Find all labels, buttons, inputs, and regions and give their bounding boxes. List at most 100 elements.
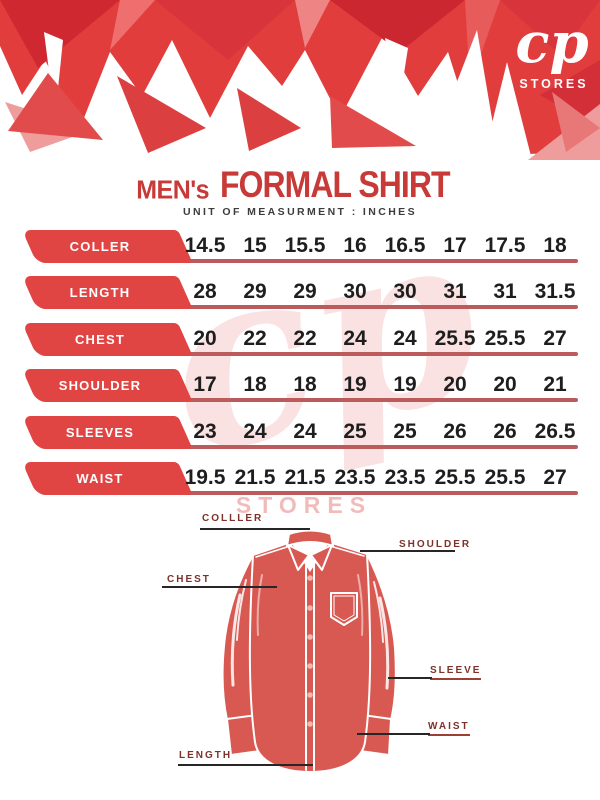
diagram-label-colller: COLLLER xyxy=(202,513,264,524)
row-divider xyxy=(150,305,578,309)
size-value: 15.5 xyxy=(284,234,326,257)
row-label-banner: SLEEVES xyxy=(22,416,193,449)
shirt-collar-band xyxy=(286,529,334,547)
size-value: 25.5 xyxy=(434,466,476,489)
row-divider xyxy=(150,491,578,495)
header-white-cuts xyxy=(44,30,532,160)
size-value: 25.5 xyxy=(484,327,526,350)
diagram-label-length: LENGTH xyxy=(179,750,233,761)
shirt-illustration xyxy=(221,529,397,773)
size-value: 31.5 xyxy=(534,280,576,303)
size-value: 21 xyxy=(543,373,567,396)
shirt-placket xyxy=(305,561,315,771)
size-value: 27 xyxy=(543,327,567,350)
size-value: 23.5 xyxy=(384,466,426,489)
header-facets xyxy=(0,0,600,130)
size-value: 24 xyxy=(343,327,367,350)
size-value: 24 xyxy=(243,420,267,443)
size-value: 20 xyxy=(193,327,217,350)
size-value: 30 xyxy=(343,280,367,303)
shirt-collar-left-flap xyxy=(287,544,310,571)
shirt-highlights xyxy=(230,574,390,690)
row-label: LENGTH xyxy=(69,285,131,300)
row-label-banner: CHEST xyxy=(22,323,193,356)
header-floating-triangles xyxy=(5,73,600,160)
size-value: 28 xyxy=(193,280,217,303)
pointer-line-chest xyxy=(162,586,277,588)
size-value: 31 xyxy=(443,280,467,303)
title-main: FORMAL SHIRT xyxy=(219,164,451,206)
size-value: 19 xyxy=(343,373,367,396)
pointer-line-shoulder xyxy=(360,550,455,552)
row-label-banner: COLLER xyxy=(22,230,193,263)
row-label: SHOULDER xyxy=(58,378,142,393)
size-value: 17.5 xyxy=(484,234,526,257)
unit-note: UNIT OF MEASURMENT : INCHES xyxy=(183,206,417,218)
row-label-banner: WAIST xyxy=(22,462,193,495)
diagram-label-waist: WAIST xyxy=(428,721,470,736)
size-value: 18 xyxy=(543,234,567,257)
size-value: 16.5 xyxy=(384,234,426,257)
header-band xyxy=(0,0,600,155)
table-row: SLEEVES 23 24 24 25 25 26 26 26.5 xyxy=(0,416,600,454)
size-value: 26 xyxy=(493,420,517,443)
row-values: 23 24 24 25 25 26 26 26.5 xyxy=(180,416,580,449)
size-value: 23.5 xyxy=(334,466,376,489)
row-label: WAIST xyxy=(76,471,124,486)
row-label-banner: LENGTH xyxy=(22,276,193,309)
row-label: SLEEVES xyxy=(65,425,135,440)
size-value: 24 xyxy=(293,420,317,443)
brand-logo-script: cp xyxy=(515,10,588,76)
size-value: 25 xyxy=(393,420,417,443)
page-title: MEN's FORMAL SHIRT xyxy=(0,164,600,207)
row-values: 19.5 21.5 21.5 23.5 23.5 25.5 25.5 27 xyxy=(180,462,580,495)
shirt-buttons xyxy=(307,575,313,727)
row-label: COLLER xyxy=(69,239,131,254)
row-values: 14.5 15 15.5 16 16.5 17 17.5 18 xyxy=(180,230,580,263)
size-value: 17 xyxy=(443,234,467,257)
size-value: 31 xyxy=(493,280,517,303)
row-values: 17 18 18 19 19 20 20 21 xyxy=(180,369,580,402)
pointer-line-sleeve xyxy=(388,677,432,679)
size-value: 17 xyxy=(193,373,217,396)
row-divider xyxy=(150,352,578,356)
size-value: 22 xyxy=(293,327,317,350)
size-value: 30 xyxy=(393,280,417,303)
row-divider xyxy=(150,398,578,402)
size-value: 18 xyxy=(243,373,267,396)
diagram-label-shoulder: SHOULDER xyxy=(399,539,472,550)
pointer-line-waist xyxy=(357,733,430,735)
table-row: SHOULDER 17 18 18 19 19 20 20 21 xyxy=(0,369,600,407)
shirt-pocket-inner xyxy=(333,595,355,622)
diagram-label-sleeve: SLEEVE xyxy=(430,665,482,680)
table-row: CHEST 20 22 22 24 24 25.5 25.5 27 xyxy=(0,323,600,361)
size-value: 22 xyxy=(243,327,267,350)
table-row: COLLER 14.5 15 15.5 16 16.5 17 17.5 18 xyxy=(0,230,600,268)
diagram-label-chest: CHEST xyxy=(167,574,211,585)
shirt-shoulder-seams xyxy=(255,545,365,558)
brand-logo-word: STORES xyxy=(519,77,588,91)
shirt-collar-right-flap xyxy=(310,544,333,571)
row-values: 28 29 29 30 30 31 31 31.5 xyxy=(180,276,580,309)
row-label-banner: SHOULDER xyxy=(22,369,193,402)
size-value: 19 xyxy=(393,373,417,396)
size-value: 16 xyxy=(343,234,367,257)
size-value: 14.5 xyxy=(184,234,226,257)
size-value: 21.5 xyxy=(284,466,326,489)
table-row: LENGTH 28 29 29 30 30 31 31 31.5 xyxy=(0,276,600,314)
pointer-line-colller xyxy=(200,528,310,530)
table-row: WAIST 19.5 21.5 21.5 23.5 23.5 25.5 25.5… xyxy=(0,462,600,500)
pointer-line-length xyxy=(178,764,313,766)
size-value: 18 xyxy=(293,373,317,396)
size-value: 26.5 xyxy=(534,420,576,443)
size-value: 24 xyxy=(393,327,417,350)
size-value: 29 xyxy=(243,280,267,303)
size-value: 25.5 xyxy=(434,327,476,350)
size-value: 20 xyxy=(493,373,517,396)
size-value: 27 xyxy=(543,466,567,489)
header-decoration: cp STORES xyxy=(0,0,600,160)
size-value: 25 xyxy=(343,420,367,443)
size-value: 15 xyxy=(243,234,267,257)
title-prefix: MEN's xyxy=(136,175,210,205)
